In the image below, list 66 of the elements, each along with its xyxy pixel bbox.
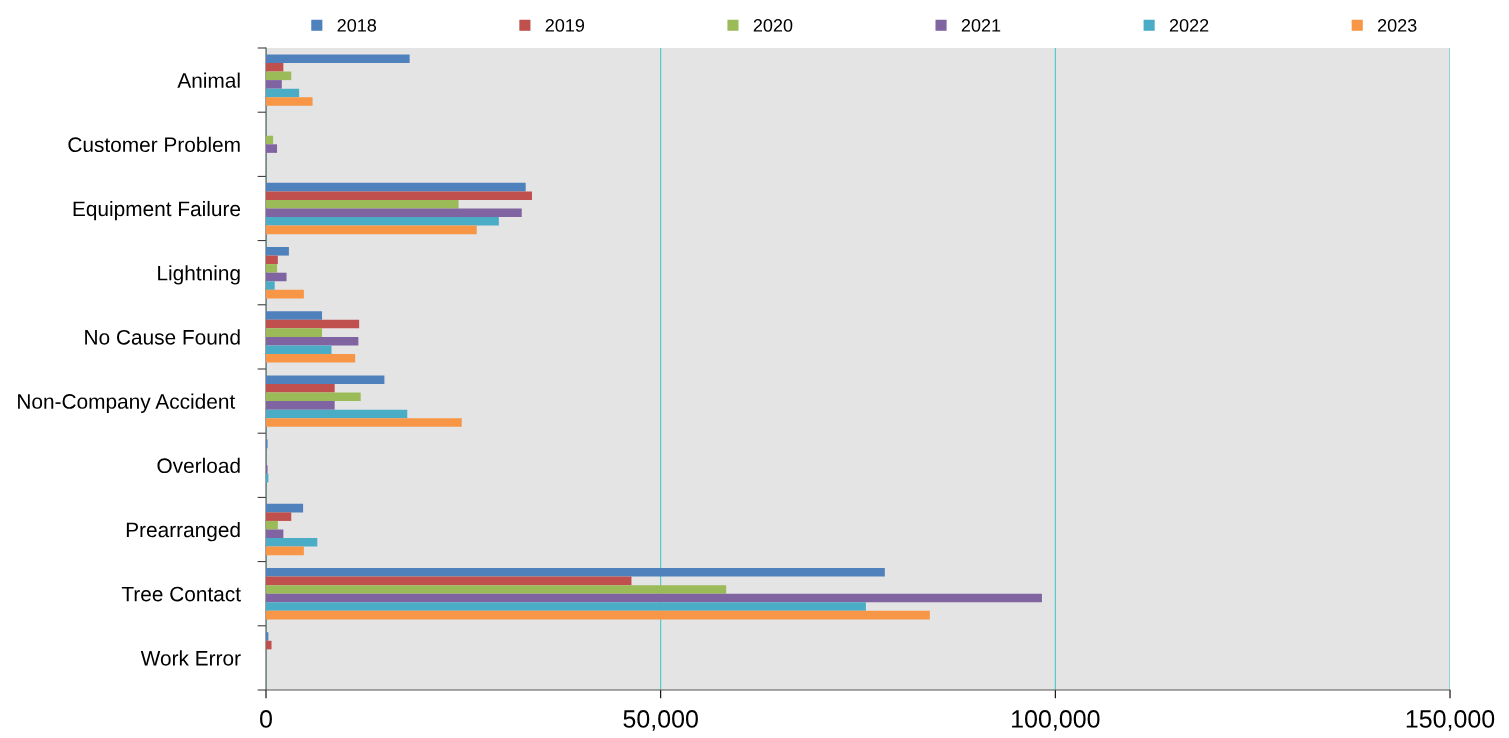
- bar: [266, 512, 292, 521]
- legend-label: 2018: [337, 19, 377, 32]
- legend-label: 2021: [961, 19, 1001, 32]
- x-tick-label: 150,000: [1406, 710, 1495, 731]
- bar: [266, 546, 304, 556]
- bar: [266, 281, 275, 290]
- bar: [266, 401, 335, 410]
- bar: [266, 311, 323, 320]
- x-tick-label: 0: [260, 710, 272, 728]
- bar: [266, 247, 289, 256]
- x-tick-label: 100,000: [1012, 710, 1100, 731]
- bar: [266, 62, 284, 72]
- bar: [266, 354, 356, 363]
- y-tick-label: Overload: [157, 457, 240, 474]
- bar: [266, 610, 930, 620]
- bar: [266, 418, 462, 427]
- bar: [266, 336, 359, 346]
- bar: [266, 328, 323, 337]
- bar: [266, 191, 533, 200]
- bar: [266, 593, 1042, 603]
- y-tick-label: Lightning: [158, 265, 240, 285]
- bar: [266, 208, 522, 218]
- legend-label: 2019: [545, 19, 585, 32]
- legend-label: 2022: [1169, 19, 1209, 32]
- bar: [266, 392, 361, 402]
- bar: [266, 71, 292, 81]
- y-tick-label: Equipment Failure: [73, 200, 241, 221]
- bar: [266, 88, 300, 98]
- bar: [266, 217, 499, 226]
- bar: [266, 538, 318, 547]
- bar: [266, 199, 459, 209]
- y-tick-label: Non-Company Accident: [18, 393, 236, 413]
- bar: [266, 135, 274, 145]
- y-tick-label: Prearranged: [126, 521, 240, 542]
- bar: [266, 375, 385, 384]
- bar: [266, 383, 335, 393]
- bar: [266, 602, 866, 611]
- bar: [266, 54, 410, 63]
- bar: [266, 144, 278, 153]
- bar: [266, 345, 332, 355]
- legend-label: 2020: [753, 19, 793, 32]
- bar: [266, 97, 313, 106]
- bar: [266, 529, 284, 539]
- x-tick-label: 50,000: [623, 710, 698, 731]
- bar: [266, 319, 360, 329]
- y-tick-label: No Cause Found: [85, 329, 240, 345]
- bar: [266, 576, 632, 586]
- bar: [266, 272, 287, 282]
- y-tick-label: Customer Problem: [68, 136, 240, 153]
- legend-label: 2023: [1377, 19, 1417, 32]
- y-tick-label: Animal: [177, 72, 240, 88]
- y-tick-label: Tree Contact: [121, 586, 241, 602]
- bar: [266, 264, 278, 273]
- bar: [266, 520, 278, 530]
- bar: [266, 289, 304, 299]
- bar: [266, 585, 727, 594]
- bar: [266, 632, 269, 641]
- bar: [266, 255, 278, 265]
- bar: [266, 80, 282, 89]
- bar: [266, 568, 885, 577]
- bar: [266, 409, 408, 419]
- bar: [266, 225, 477, 235]
- bar: [266, 503, 304, 513]
- bar: [266, 182, 526, 192]
- y-tick-label: Work Error: [140, 650, 241, 666]
- bar: [266, 640, 272, 650]
